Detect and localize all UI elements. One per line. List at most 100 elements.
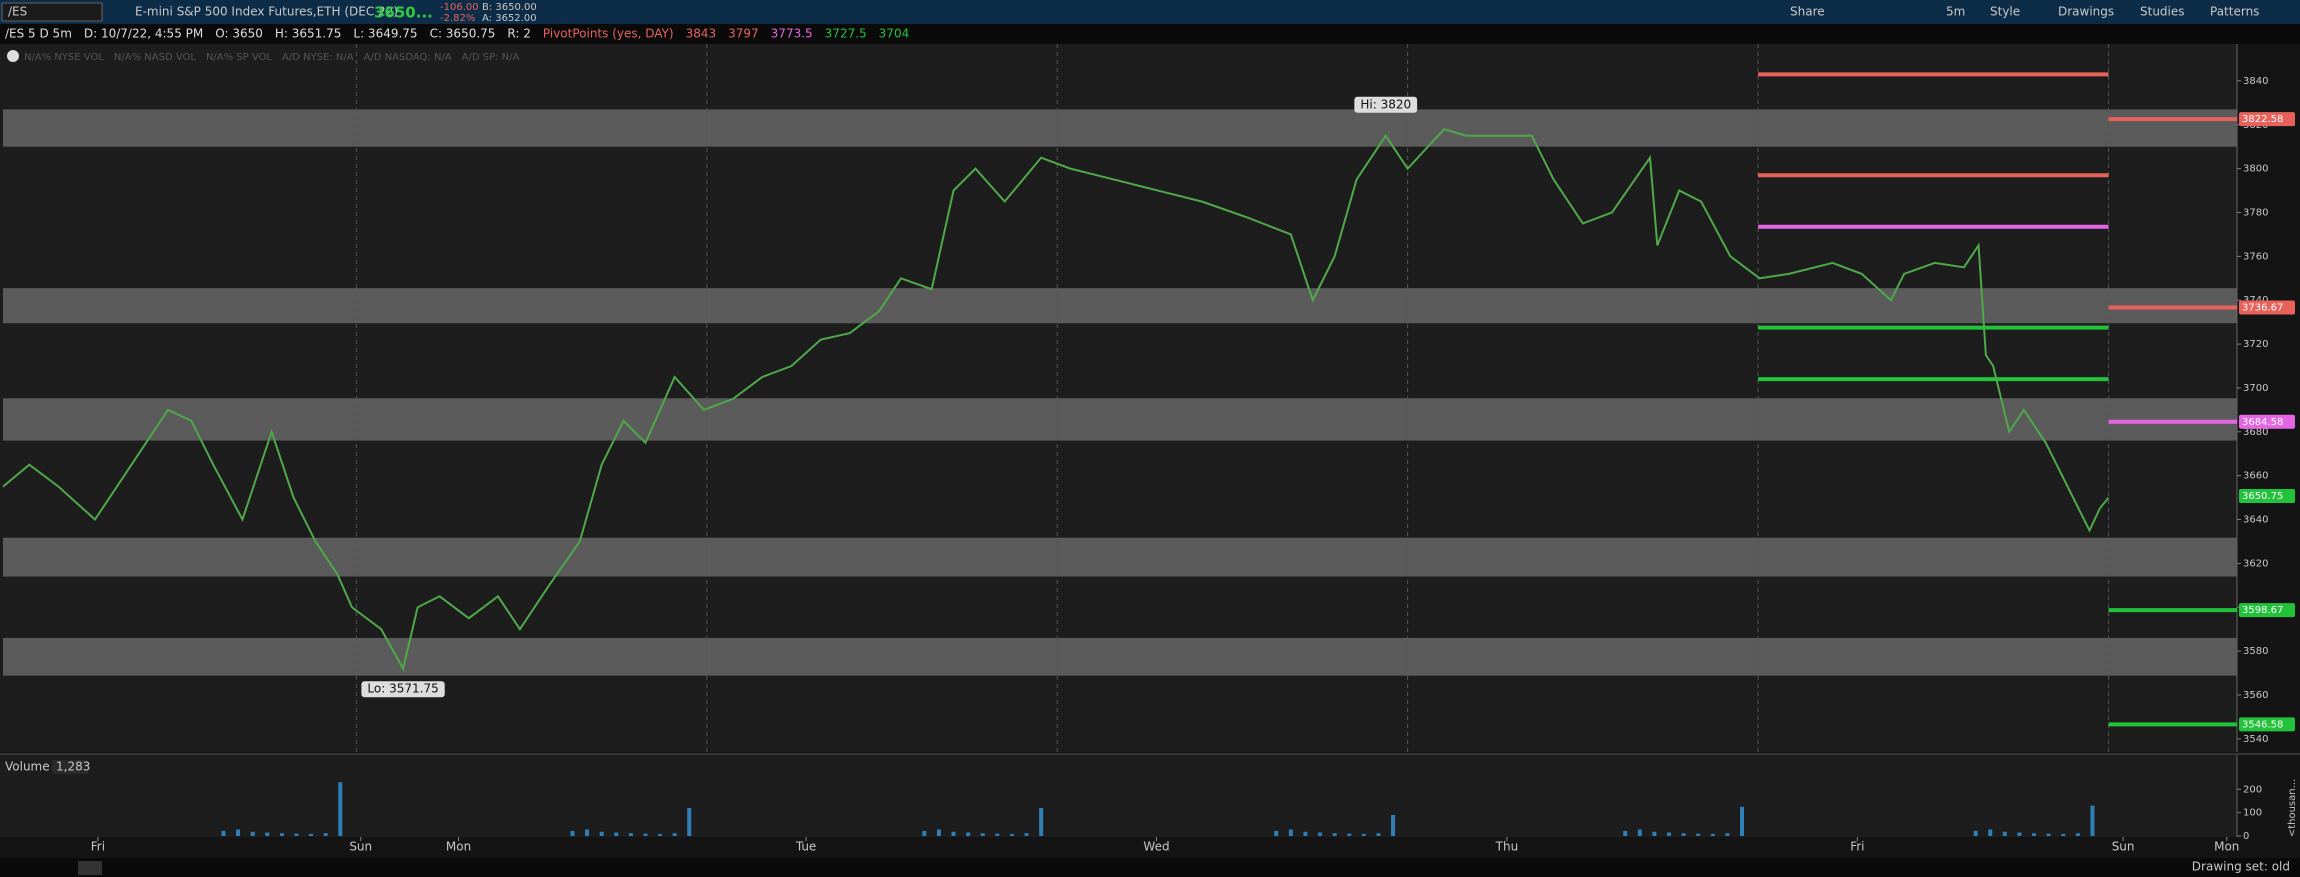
- volume-bar: [1288, 829, 1293, 836]
- info-range: R: 2: [507, 27, 530, 41]
- price-line: [2, 128, 2110, 672]
- volume-bar: [966, 832, 971, 836]
- drawing-set: Drawing set: old: [2192, 860, 2290, 874]
- toolbar-button[interactable]: Studies: [2140, 5, 2185, 19]
- x-tick-label: Sun: [349, 840, 372, 854]
- volume-bar: [672, 833, 677, 836]
- annotation-box: [361, 681, 445, 698]
- annotation-box: [1354, 96, 1418, 113]
- x-tick-label: Mon: [446, 840, 471, 854]
- pivot-value: 3704: [879, 27, 910, 41]
- y-tick-label: 3660: [2243, 471, 2268, 482]
- volume-bar: [323, 833, 328, 836]
- price-axis: [2237, 44, 2300, 752]
- volume-bar: [1637, 829, 1642, 836]
- x-tick-label: Fri: [91, 840, 105, 854]
- volume-bar: [1024, 833, 1029, 836]
- volume-bar: [279, 833, 284, 836]
- indicator: N/A% NYSE VOL: [24, 52, 104, 63]
- volume-bar: [1039, 807, 1044, 836]
- info-bar: [0, 24, 2300, 44]
- toolbar-button[interactable]: 5m: [1946, 5, 1965, 19]
- last-price-tag: [2239, 488, 2295, 503]
- plot-area: [0, 44, 2237, 752]
- toolbar-button[interactable]: Style: [1990, 5, 2020, 19]
- volume-bar: [1725, 833, 1730, 836]
- change: -106.00: [440, 2, 479, 13]
- symbol-box[interactable]: [1, 2, 103, 22]
- symbol[interactable]: /ES: [8, 5, 27, 19]
- volume-bar: [1361, 833, 1366, 836]
- scroll-button[interactable]: [78, 861, 102, 875]
- volume-bar: [585, 829, 590, 836]
- level-label: 3546.58: [2242, 719, 2283, 730]
- volume-bar: [1667, 832, 1672, 836]
- volume-bar: [687, 807, 692, 836]
- volume-bar: [1376, 833, 1381, 836]
- y-tick-label: 3620: [2243, 558, 2268, 569]
- x-tick-label: Tue: [795, 840, 817, 854]
- volume-bar: [599, 831, 604, 836]
- volume-bar: [1681, 833, 1686, 836]
- info-chart: /ES 5 D 5m: [5, 27, 72, 41]
- y-tick-label: 3760: [2243, 251, 2268, 262]
- info-high: H: 3651.75: [275, 27, 342, 41]
- toolbar-button[interactable]: Share: [1790, 5, 1825, 19]
- info-date: D: 10/7/22, 4:55 PM: [84, 27, 203, 41]
- zone: [3, 537, 2237, 577]
- x-tick-label: Wed: [1143, 840, 1169, 854]
- volume-bar: [1652, 831, 1657, 836]
- volume-bar: [1740, 806, 1745, 836]
- level-label: 3684.58: [2242, 417, 2283, 428]
- pivot-value: 3727.5: [825, 27, 867, 41]
- level-tag: [2239, 112, 2295, 127]
- volume-bar: [995, 833, 1000, 836]
- toolbar: [0, 0, 2300, 24]
- volume-bar: [1623, 830, 1628, 836]
- study-name: PivotPoints (yes, DAY): [543, 27, 674, 41]
- toolbar-button[interactable]: Drawings: [2058, 5, 2114, 19]
- toolbar-button[interactable]: Patterns: [2210, 5, 2259, 19]
- info-icon[interactable]: [7, 50, 19, 62]
- volume-bar: [1988, 829, 1993, 836]
- y-tick-label: 3680: [2243, 427, 2268, 438]
- y-tick-label: 3800: [2243, 164, 2268, 175]
- indicator: N/A% SP VOL: [206, 52, 272, 63]
- volume-bar: [309, 833, 314, 836]
- bid: B: 3650.00: [482, 2, 537, 13]
- y-tick-label: 3840: [2243, 76, 2268, 87]
- y-tick-label: 3700: [2243, 383, 2268, 394]
- volume-bar: [1696, 833, 1701, 836]
- volume-bar: [1274, 830, 1279, 836]
- x-tick-label: Mon: [2214, 840, 2239, 854]
- volume-bar: [2002, 831, 2007, 836]
- y-tick-label: 3540: [2243, 734, 2268, 745]
- volume-pane: [0, 755, 2237, 837]
- zone: [3, 637, 2237, 676]
- volume-bar: [570, 830, 575, 836]
- last-price-label: 3650.75: [2242, 491, 2283, 502]
- info-low: L: 3649.75: [353, 27, 417, 41]
- volume-tick-label: 100: [2243, 808, 2262, 819]
- y-tick-label: 3640: [2243, 515, 2268, 526]
- volume-bar: [628, 833, 633, 836]
- volume-bar: [221, 830, 226, 836]
- volume-bar: [338, 782, 343, 836]
- indicator: A/D NASDAQ: N/A: [364, 52, 452, 63]
- level-tag: [2239, 717, 2295, 732]
- annotation: Lo: 3571.75: [367, 682, 438, 696]
- pivot-value: 3797: [728, 27, 759, 41]
- zone: [3, 288, 2237, 324]
- volume-bar: [1318, 832, 1323, 836]
- x-tick-label: Fri: [1850, 840, 1864, 854]
- volume-unit: <thousan...: [2287, 779, 2298, 837]
- pivot-value: 3843: [686, 27, 717, 41]
- volume-bar: [2061, 833, 2066, 836]
- level-tag: [2239, 603, 2295, 618]
- info-open: O: 3650: [215, 27, 263, 41]
- volume-bar: [294, 833, 299, 836]
- level-tag: [2239, 300, 2295, 315]
- annotation: Hi: 3820: [1360, 97, 1411, 111]
- level-label: 3736.67: [2242, 303, 2283, 314]
